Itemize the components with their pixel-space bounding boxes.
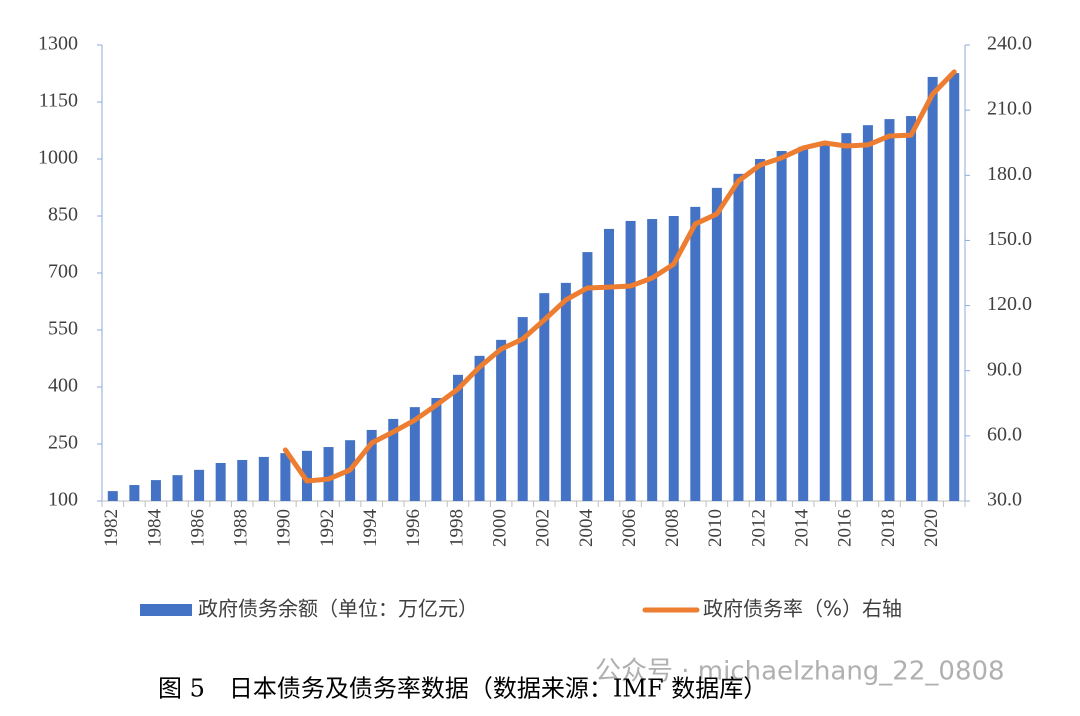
x-tick-label: 2004 (576, 509, 597, 548)
x-tick-label: 1990 (274, 509, 295, 547)
bar (323, 447, 334, 501)
y2-tick-label: 90.0 (987, 358, 1022, 380)
x-tick-label: 1984 (144, 509, 165, 548)
y2-tick-label: 60.0 (987, 423, 1022, 445)
bar (258, 456, 269, 501)
bar (474, 355, 485, 501)
caption: 图 5 日本债务及债务率数据（数据来源：IMF 数据库） (158, 675, 767, 703)
bar (841, 133, 852, 501)
y2-tick-label: 150.0 (987, 228, 1032, 250)
x-tick-label: 2020 (921, 509, 942, 547)
y-tick-label: 250 (48, 432, 78, 454)
legend-label: 政府债务率（%）右轴 (703, 597, 902, 621)
y-tick-label: 400 (48, 375, 78, 397)
bar (496, 339, 507, 501)
bar (301, 450, 312, 501)
bar (647, 219, 658, 502)
x-tick-label: 1988 (231, 509, 252, 547)
watermark: 公众号 · michaelzhang_22_0808 (595, 657, 1005, 687)
x-tick-label: 2008 (662, 509, 683, 547)
y-tick-label: 1000 (38, 147, 78, 169)
bar (107, 491, 118, 501)
bar (129, 485, 140, 501)
y-tick-label: 550 (48, 318, 78, 340)
bar (409, 407, 420, 501)
line (282, 69, 957, 484)
bar (366, 429, 377, 501)
bar (668, 216, 679, 501)
bar (388, 418, 399, 501)
y2-tick-label: 120.0 (987, 293, 1032, 315)
bar (755, 159, 766, 501)
bar (819, 141, 830, 501)
bar (539, 293, 550, 501)
x-tick-label: 2016 (835, 509, 856, 547)
x-tick-label: 2006 (619, 509, 640, 547)
x-tick-label: 2002 (533, 509, 554, 547)
bar (906, 116, 917, 501)
x-tick-label: 1986 (187, 509, 208, 547)
legend-swatch (140, 604, 192, 616)
bar (711, 187, 722, 501)
legend-label: 政府债务余额（单位：万亿元） (198, 597, 478, 621)
x-tick-label: 1996 (403, 509, 424, 547)
bar (215, 463, 226, 501)
bar (172, 475, 183, 501)
y-tick-label: 1150 (39, 90, 78, 112)
bar (452, 374, 463, 501)
bar (690, 206, 701, 501)
bar (582, 252, 593, 501)
bar (280, 453, 291, 501)
bar (776, 151, 787, 501)
bar (237, 459, 248, 501)
y2-tick-label: 210.0 (987, 98, 1032, 120)
x-tick-label: 1998 (446, 509, 467, 547)
x-tick-label: 1994 (360, 509, 381, 548)
y2-tick-label: 240.0 (987, 33, 1032, 55)
bar (798, 146, 809, 501)
y-tick-label: 700 (48, 261, 78, 283)
bar (560, 282, 571, 501)
y-tick-label: 1300 (38, 33, 78, 55)
bar (884, 119, 895, 501)
y2-tick-label: 180.0 (987, 163, 1032, 185)
x-tick-label: 1992 (317, 509, 338, 547)
x-tick-label: 2010 (705, 509, 726, 547)
x-tick-label: 1982 (101, 509, 122, 547)
bar (927, 76, 938, 502)
bar (625, 220, 636, 501)
bar (431, 398, 442, 501)
bar (150, 480, 161, 501)
bar (949, 73, 960, 502)
bar (862, 125, 873, 502)
x-tick-label: 2000 (489, 509, 510, 547)
bar (733, 173, 744, 501)
x-tick-label: 2012 (748, 509, 769, 547)
x-tick-label: 2014 (792, 509, 813, 548)
bar (517, 317, 528, 501)
y-tick-label: 100 (48, 489, 78, 511)
bar (604, 228, 615, 502)
y2-tick-label: 30.0 (987, 489, 1022, 511)
x-tick-label: 2018 (878, 509, 899, 547)
bar (194, 469, 205, 501)
y-tick-label: 850 (48, 204, 78, 226)
